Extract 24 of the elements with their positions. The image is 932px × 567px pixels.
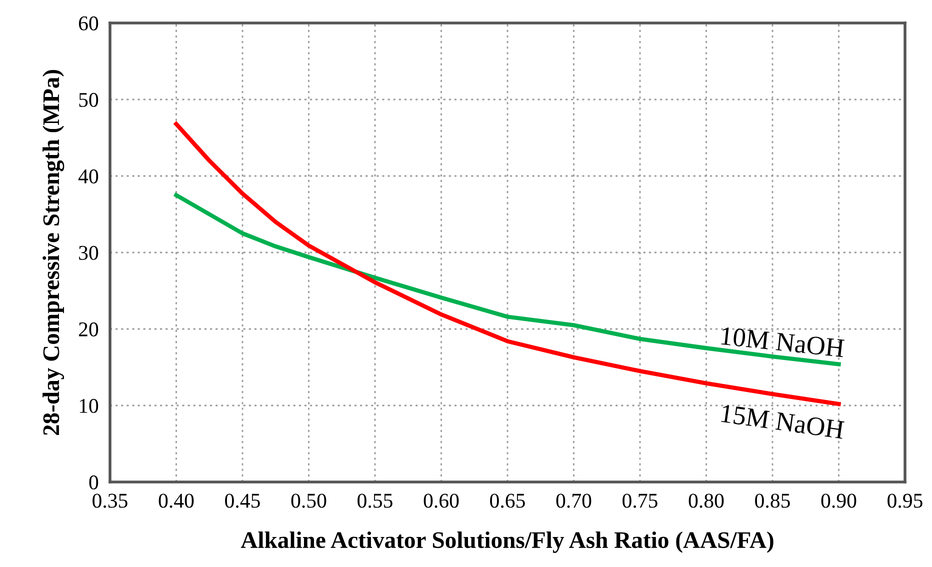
y-tick-label: 50 xyxy=(79,92,98,107)
y-tick-label: 30 xyxy=(79,246,98,260)
x-tick-label: 0.70 xyxy=(556,494,592,508)
y-tick-label: 40 xyxy=(78,169,98,184)
x-tick-label: 0.55 xyxy=(358,494,392,508)
y-tick-label: 0 xyxy=(89,475,98,490)
y-tick-label: 10 xyxy=(80,398,98,413)
text: 15M NaOH xyxy=(720,404,844,440)
x-tick-label: 0.35 xyxy=(92,494,128,508)
x-tick-label: 0.50 xyxy=(291,494,326,508)
x-tick-label: 0.85 xyxy=(755,494,790,508)
x-tick-label: 0.60 xyxy=(424,494,459,508)
x-tick-label: 0.40 xyxy=(158,494,194,508)
x-tick-label: 0.75 xyxy=(622,494,658,508)
x-tick-label: 0.65 xyxy=(490,494,525,508)
y-tick-label: 60 xyxy=(78,16,98,30)
y-tick-label: 20 xyxy=(78,322,98,336)
y-axis-title: 28-day Compressive Strength (MPa) xyxy=(42,70,64,436)
x-tick-label: 0.45 xyxy=(225,494,260,508)
x-tick-label: 0.90 xyxy=(821,494,856,508)
x-tick-label: 0.80 xyxy=(688,494,724,508)
x-axis-title: Alkaline Activator Solutions/Fly Ash Ratio (AAS/FA) xyxy=(240,531,774,553)
x-tick-label: 0.95 xyxy=(888,494,922,508)
text: 10M NaOH xyxy=(721,326,845,358)
